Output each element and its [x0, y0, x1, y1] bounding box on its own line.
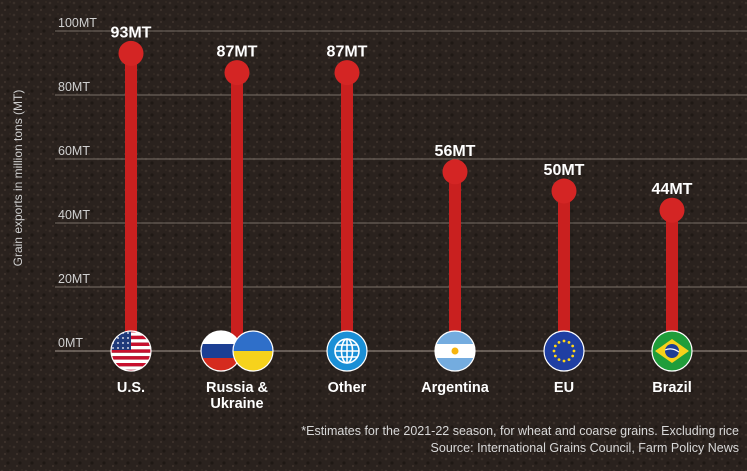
source-note: Source: International Grains Council, Fa…	[430, 441, 739, 455]
stem-bar	[558, 191, 570, 351]
y-tick-label: 60MT	[58, 144, 90, 158]
lollipop-head	[224, 60, 250, 86]
value-label: 93MT	[111, 24, 152, 41]
value-label: 50MT	[544, 162, 585, 179]
category-label: Argentina	[421, 380, 490, 396]
argentina-flag	[434, 330, 476, 372]
category-label: EU	[554, 380, 574, 396]
y-tick-label: 100MT	[58, 16, 97, 30]
value-label: 44MT	[652, 181, 693, 198]
value-label: 87MT	[327, 44, 368, 61]
y-tick-label: 40MT	[58, 208, 90, 222]
footnote: *Estimates for the 2021-22 season, for w…	[301, 424, 739, 438]
brazil-flag	[651, 330, 693, 372]
y-tick-label: 80MT	[58, 80, 90, 94]
y-tick-label: 20MT	[58, 272, 90, 286]
category-labels: U.S. Russia & Ukraine Other Argentina EU Brazi…	[117, 380, 692, 412]
category-label: Brazil	[652, 380, 692, 396]
stems	[118, 40, 685, 352]
russia-flag	[200, 330, 242, 372]
y-tick-label: 0MT	[58, 336, 83, 350]
eu-flag	[543, 330, 585, 372]
value-label: 56MT	[435, 143, 476, 160]
category-label: Other	[328, 380, 367, 396]
stem-bar	[666, 210, 678, 351]
stem-bar	[449, 171, 461, 351]
stem-bar	[125, 53, 137, 352]
value-label: 87MT	[217, 44, 258, 61]
stem-bar	[341, 72, 353, 351]
lollipop-head	[118, 40, 144, 66]
lollipop-head	[334, 60, 360, 86]
globe-icon	[326, 330, 368, 372]
ukraine-flag	[232, 330, 274, 372]
lollipop-head	[551, 178, 577, 204]
grid-lines	[55, 30, 747, 352]
y-tick-labels: 0MT 20MT 40MT 60MT 80MT 100MT	[58, 16, 97, 350]
value-labels: 93MT 87MT 87MT 56MT 50MT 44MT	[111, 24, 693, 198]
category-label: Russia & Ukraine	[206, 380, 269, 412]
category-label: U.S.	[117, 380, 145, 396]
stem-bar	[231, 72, 243, 351]
lollipop-head	[442, 159, 468, 185]
flag-icons	[110, 330, 693, 372]
y-axis-label: Grain exports in million tons (MT)	[11, 90, 25, 267]
lollipop-head	[659, 197, 685, 223]
